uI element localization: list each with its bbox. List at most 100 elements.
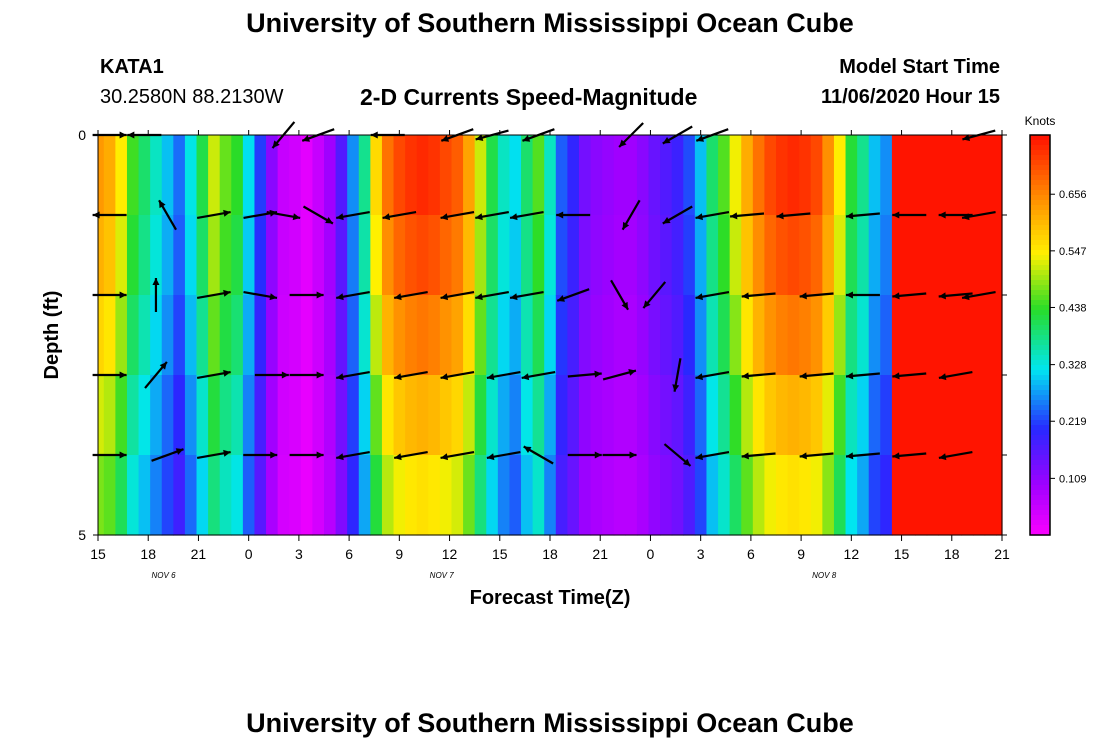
heatmap-cell <box>335 375 348 456</box>
heatmap-cell <box>590 375 603 456</box>
heatmap-cell <box>474 375 487 456</box>
heatmap-cell <box>532 375 545 456</box>
heatmap-cell <box>532 455 545 536</box>
heatmap-cell <box>544 215 557 296</box>
heatmap-cell <box>741 135 754 216</box>
heatmap-cell <box>428 135 441 216</box>
heatmap-cell <box>324 455 337 536</box>
heatmap-cell <box>115 455 128 536</box>
colorbar-swatch <box>1030 355 1050 361</box>
heatmap-cell <box>880 135 893 216</box>
heatmap-cell <box>115 375 128 456</box>
vector-head <box>938 373 947 381</box>
current-vector <box>962 129 996 141</box>
vector-head <box>223 209 231 217</box>
x-tick-label: 15 <box>894 546 910 562</box>
heatmap-cell <box>312 295 325 376</box>
current-vector <box>243 290 278 301</box>
heatmap-cell <box>833 135 847 216</box>
vector-head <box>695 453 704 461</box>
station-coordinates: 30.2580N 88.2130W <box>100 86 284 108</box>
heatmap-cell <box>544 455 557 536</box>
current-vector <box>741 452 776 460</box>
x-tick-label: 9 <box>395 546 403 562</box>
heatmap-cell <box>683 215 696 296</box>
colorbar-swatch <box>1030 225 1050 231</box>
heatmap-cell <box>822 375 835 456</box>
heatmap-cell <box>868 135 881 216</box>
heatmap-cell <box>509 135 522 216</box>
current-vector <box>556 211 591 219</box>
heatmap-cell <box>208 295 221 376</box>
heatmap-cell <box>891 215 905 296</box>
heatmap-cell <box>103 135 116 216</box>
heatmap-cell <box>173 135 186 216</box>
heatmap-cell <box>138 455 151 536</box>
colorbar-swatch <box>1030 485 1050 491</box>
colorbar-title: Knots <box>1025 114 1056 128</box>
heatmap-cell <box>428 215 441 296</box>
heatmap-cell <box>822 135 835 216</box>
heatmap-cell <box>973 375 986 456</box>
heatmap-cell <box>405 135 418 216</box>
heatmap-cell <box>370 295 383 376</box>
colorbar-swatch <box>1030 515 1050 521</box>
current-vector <box>289 291 324 299</box>
heatmap-cell <box>996 215 1003 296</box>
heatmap-cell <box>289 295 302 376</box>
x-tick-label: 15 <box>492 546 508 562</box>
colorbar-tick-label: 0.438 <box>1059 302 1087 314</box>
heatmap-cell <box>671 295 684 376</box>
colorbar-frame <box>1029 134 1051 536</box>
current-vector <box>695 450 730 461</box>
vector-head <box>962 293 970 301</box>
heatmap-cell <box>208 455 221 536</box>
heatmap-cell <box>625 215 638 296</box>
colorbar-swatch <box>1030 230 1050 236</box>
colorbar-swatch <box>1030 325 1050 331</box>
heatmap-cell <box>266 455 279 536</box>
current-vector <box>243 451 278 459</box>
vector-head <box>486 453 495 461</box>
heatmap-cell <box>381 455 395 536</box>
heatmap-cell <box>706 215 719 296</box>
vector-head <box>892 452 900 460</box>
vector-head <box>845 372 854 380</box>
vector-head <box>776 212 784 220</box>
current-vector <box>672 358 682 392</box>
vector-head <box>316 371 324 379</box>
heatmap-cell <box>150 375 163 456</box>
current-vector <box>271 121 296 149</box>
colorbar-swatch <box>1030 195 1050 201</box>
heatmap-cell <box>683 295 696 376</box>
heatmap-cell <box>208 375 221 456</box>
colorbar-tick-label: 0.547 <box>1059 246 1087 258</box>
heatmap-cell <box>671 135 684 216</box>
date-label: NOV 8 <box>812 571 837 580</box>
heatmap-cell <box>521 375 534 456</box>
colorbar-swatch <box>1030 245 1050 251</box>
heatmap-cell <box>358 455 371 536</box>
heatmap-cell <box>555 455 568 536</box>
heatmap-cell <box>150 135 163 216</box>
heatmap-cell <box>242 215 256 296</box>
vector-head <box>845 212 854 220</box>
heatmap-cell <box>683 455 696 536</box>
heatmap-cell <box>938 215 951 296</box>
heatmap-cell <box>393 295 406 376</box>
vector-head <box>892 292 900 300</box>
heatmap-cell <box>810 135 823 216</box>
current-vector <box>602 451 637 459</box>
current-vector <box>845 212 880 220</box>
heatmap-cell <box>439 375 453 456</box>
heatmap-cells <box>98 135 1003 536</box>
heatmap-cell <box>161 295 174 376</box>
heatmap-cell <box>949 375 963 456</box>
heatmap-cell <box>973 215 986 296</box>
current-vector <box>336 290 370 301</box>
vector-head <box>594 451 602 459</box>
heatmap-cell <box>150 215 163 296</box>
heatmap-cell <box>532 135 545 216</box>
heatmap-cell <box>810 295 823 376</box>
